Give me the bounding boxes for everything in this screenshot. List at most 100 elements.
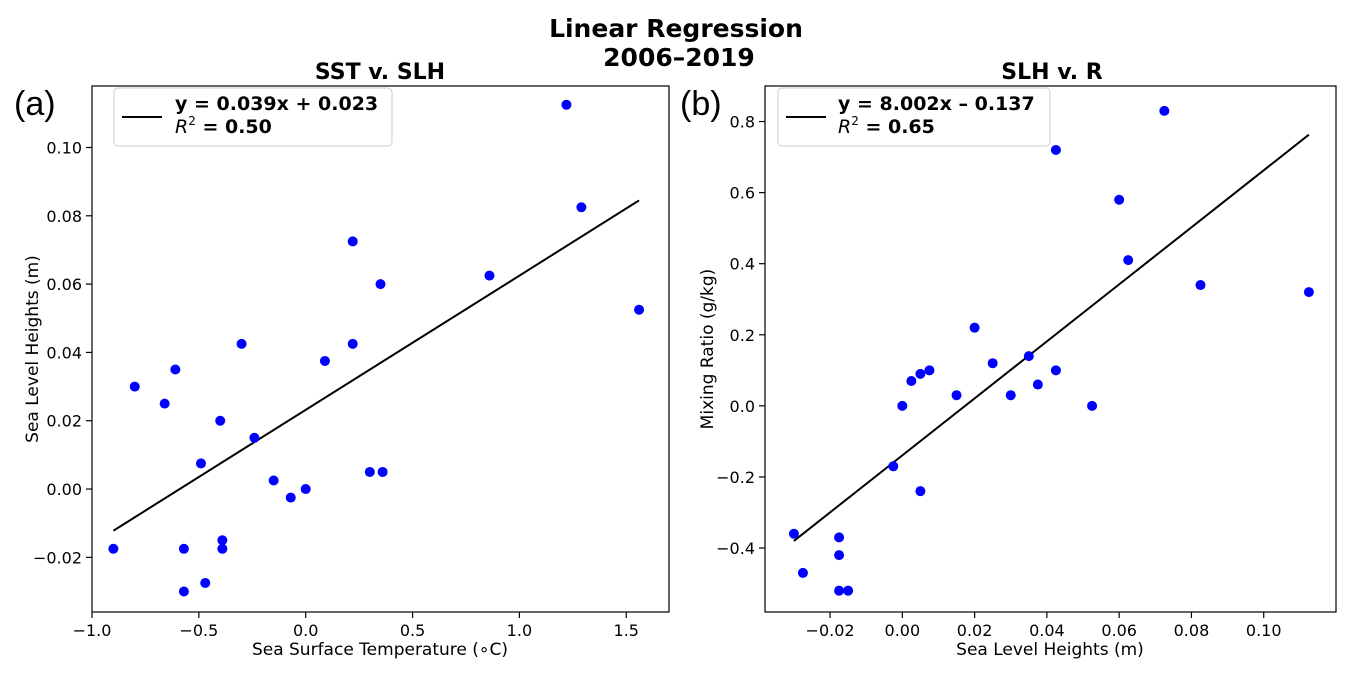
panel-b-ytick-label: −0.4 [716, 539, 755, 558]
panel-b-data-point [1123, 255, 1134, 266]
panel-b-legend-r2-sup: 2 [851, 114, 859, 128]
panel-b-data-point [888, 461, 899, 472]
panel-a-data-point [178, 543, 189, 554]
panel-b-legend-equation: y = 8.002x – 0.137 [838, 93, 1035, 115]
panel-b-data-point [834, 585, 845, 596]
panel-a-xtick-label: −1.0 [73, 621, 112, 640]
panel-b-xtick-label: 0.00 [885, 621, 921, 640]
panel-a-data-point [249, 432, 260, 443]
panel-a-ytick-label: 0.04 [46, 343, 82, 362]
panel-a-data-point [347, 236, 358, 247]
panel-a-data-point [375, 279, 386, 290]
panel-a-ytick-label: 0.08 [46, 207, 82, 226]
panel-a-axes-frame [91, 85, 670, 613]
panel-a-legend-r2-value: = 0.50 [196, 116, 272, 138]
panel-a-data-point [236, 338, 247, 349]
panel-a-data-point [347, 338, 358, 349]
panel-b-data-point [1159, 105, 1170, 116]
panel-b-data-point [1087, 400, 1098, 411]
panel-a-legend-box [113, 87, 393, 147]
panel-a-xtick-label: −0.5 [179, 621, 218, 640]
panel-a-data-point [217, 535, 228, 546]
panel-b-xtick-label: 0.10 [1246, 621, 1282, 640]
panel-b-data-point [788, 528, 799, 539]
panel-b-legend-r2: R2 = 0.65 [838, 114, 935, 138]
panel-b-data-point [843, 585, 854, 596]
panel-b-ytick-label: −0.2 [716, 468, 755, 487]
panel-a-data-point [159, 398, 170, 409]
panel-b-axes-frame [764, 85, 1337, 613]
panel-b-data-point [1032, 379, 1043, 390]
panel-a-data-point [484, 270, 495, 281]
panel-b-data-point [1050, 144, 1061, 155]
panel-b-legend-box [777, 87, 1051, 147]
panel-b-data-point [951, 390, 962, 401]
panel-a-xtick-label: 0.0 [293, 621, 318, 640]
panel-b: (b) SLH v. R −0.02 0.00 0.02 0.04 0.06 0.08 0.… [680, 60, 1337, 660]
panel-a-data-point [108, 543, 119, 554]
panel-a-data-point [561, 99, 572, 110]
panel-a-ytick-label: 0.10 [46, 138, 82, 157]
panel-b-label: (b) [680, 85, 722, 123]
panel-b-xtick-label: 0.06 [1101, 621, 1137, 640]
panel-a-ylabel: Sea Level Heights (m) [23, 255, 43, 443]
panel-b-data-point [1023, 351, 1034, 362]
panel-a-xtick-label: 0.5 [400, 621, 425, 640]
panel-b-data-point [834, 550, 845, 561]
panel-b-ytick-label: 0.6 [730, 184, 755, 203]
panel-a-legend-r2: R2 = 0.50 [175, 114, 272, 138]
panel-a-data-point [576, 202, 587, 213]
panel-a-regression-line [112, 199, 640, 532]
panel-a-legend: y = 0.039x + 0.023 R2 = 0.50 [113, 87, 393, 147]
panel-a-xtick-label: 1.5 [614, 621, 639, 640]
panel-b-data-point [1303, 287, 1314, 298]
panel-a-data-point [319, 355, 330, 366]
panel-a-data-point [200, 577, 211, 588]
panel-a-ytick-label: 0.00 [46, 480, 82, 499]
panel-b-data-point [797, 567, 808, 578]
panel-a-data-point [215, 415, 226, 426]
panel-a-title: SST v. SLH [315, 60, 445, 85]
panel-b-xtick-label: 0.02 [957, 621, 993, 640]
panel-b-legend-r2-value: = 0.65 [859, 116, 935, 138]
panel-b-plot: −0.02 0.00 0.02 0.04 0.06 0.08 0.10−0.4−0.20.0… [716, 105, 1314, 640]
panel-a-data-point [195, 458, 206, 469]
panel-a-legend-r2-symbol: R [175, 116, 188, 138]
suptitle-line1: Linear Regression [549, 14, 803, 43]
panel-b-ytick-label: 0.0 [730, 397, 755, 416]
panel-b-data-point [915, 368, 926, 379]
panel-a-label: (a) [14, 85, 56, 123]
panel-b-xlabel: Sea Level Heights (m) [956, 640, 1144, 660]
panel-b-legend-r2-symbol: R [838, 116, 851, 138]
panel-b-xtick-label: −0.02 [806, 621, 855, 640]
panel-a: (a) SST v. SLH −1.0 −0.5 0.0 0.5 1.0 1.5 −0.02… [14, 60, 670, 660]
suptitle-line2: 2006–2019 [603, 43, 755, 72]
panel-b-xtick-label: 0.04 [1029, 621, 1065, 640]
panel-b-data-point [906, 375, 917, 386]
panel-a-xtick-label: 1.0 [507, 621, 532, 640]
panel-b-data-point [915, 486, 926, 497]
panel-b-ytick-label: 0.4 [730, 255, 755, 274]
panel-b-data-point [987, 358, 998, 369]
panel-b-data-point [1050, 365, 1061, 376]
panel-b-data-point [969, 322, 980, 333]
panel-b-data-point [1114, 194, 1125, 205]
panel-a-legend-equation: y = 0.039x + 0.023 [175, 93, 378, 115]
panel-b-data-point [897, 400, 908, 411]
panel-a-ytick-label: 0.06 [46, 275, 82, 294]
panel-a-data-point [285, 492, 296, 503]
panel-a-data-point [170, 364, 181, 375]
panel-b-ytick-label: 0.8 [730, 113, 755, 132]
panel-a-ytick-label: 0.02 [46, 412, 82, 431]
panel-b-data-point [924, 365, 935, 376]
panel-a-data-point [634, 304, 645, 315]
panel-b-ylabel: Mixing Ratio (g/kg) [698, 269, 718, 430]
panel-a-xlabel: Sea Surface Temperature (∘C) [252, 640, 508, 660]
panel-a-data-point [217, 543, 228, 554]
panel-b-regression-line [793, 133, 1310, 542]
panel-a-data-point [178, 586, 189, 597]
panel-a-data-point [300, 484, 311, 495]
panel-b-data-point [1005, 390, 1016, 401]
panel-b-data-point [1195, 280, 1206, 291]
